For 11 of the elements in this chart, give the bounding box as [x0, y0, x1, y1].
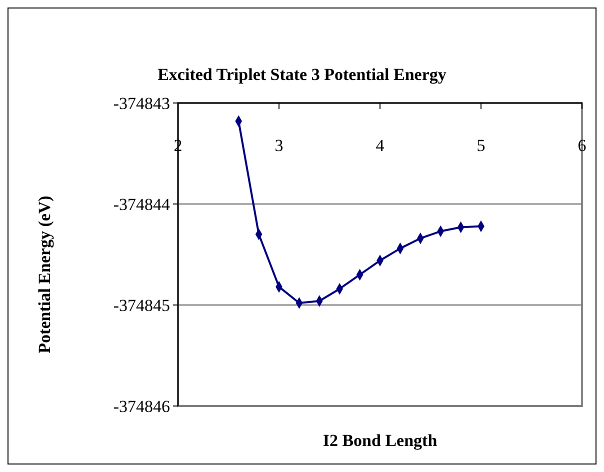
x-tick-label: 4 [376, 136, 385, 155]
y-tick-label: -374844 [113, 195, 170, 214]
y-axis-title: Potential Energy (eV) [35, 196, 54, 354]
y-tick-label: -374846 [113, 397, 170, 416]
chart-title: Excited Triplet State 3 Potential Energy [158, 65, 447, 84]
y-tick-label: -374845 [113, 296, 170, 315]
x-tick-label: 5 [476, 136, 486, 155]
x-tick-label: 6 [578, 136, 586, 155]
y-tick-label: -374843 [113, 94, 170, 113]
x-axis-title: I2 Bond Length [322, 431, 438, 450]
x-tick-label: 3 [274, 136, 284, 155]
